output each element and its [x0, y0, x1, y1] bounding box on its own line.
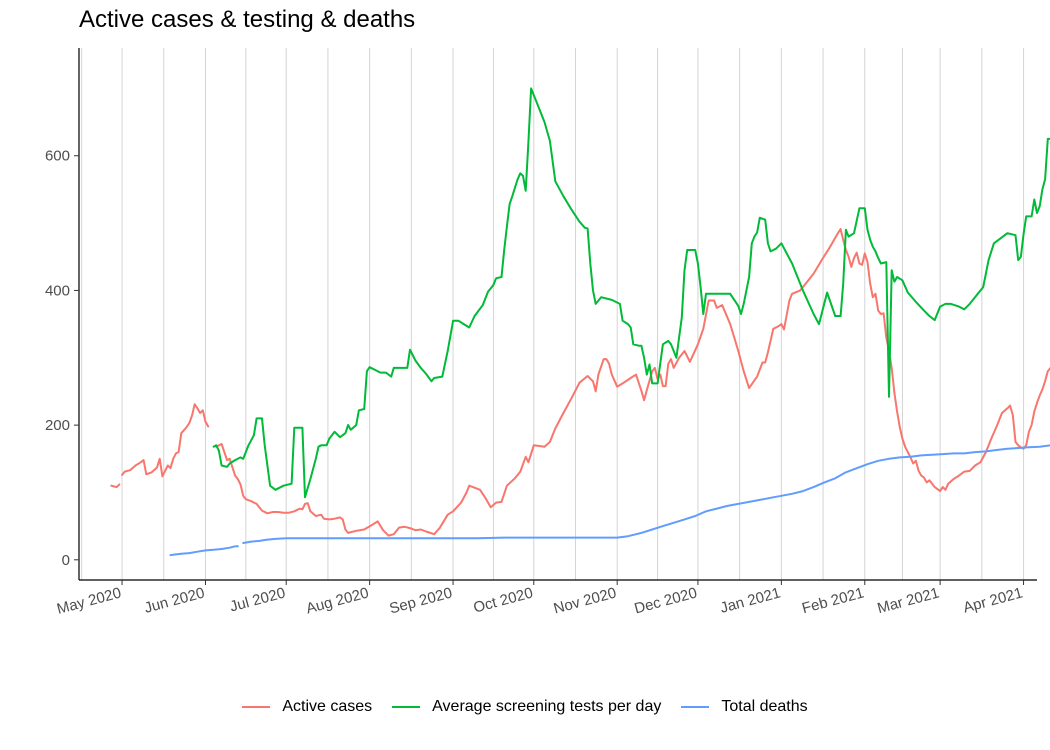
x-tick-label: Jan 2021 — [718, 584, 782, 616]
y-tick-label: 200 — [45, 417, 70, 434]
legend-item: Total deaths — [681, 698, 808, 716]
y-tick-label: 400 — [45, 282, 70, 299]
series-lines — [110, 87, 1050, 557]
series-line-average-screening-tests-per-day — [212, 87, 1050, 499]
legend-label: Total deaths — [721, 698, 808, 715]
legend: Active cases Average screening tests per … — [0, 698, 1050, 716]
legend-label: Active cases — [282, 698, 373, 715]
legend-swatch — [681, 706, 710, 708]
x-tick-label: Feb 2021 — [800, 584, 866, 617]
series-line-total-deaths — [169, 545, 239, 557]
legend-item: Average screening tests per day — [392, 698, 661, 716]
y-tick-label: 0 — [62, 552, 70, 569]
chart-title: Active cases & testing & deaths — [79, 6, 416, 33]
series-line-total-deaths — [242, 444, 1050, 544]
x-tick-label: Oct 2020 — [472, 584, 535, 616]
x-tick-label: Aug 2020 — [304, 584, 370, 617]
x-tick-label: Jul 2020 — [228, 584, 287, 615]
x-tick-label: Apr 2021 — [961, 584, 1024, 616]
x-tick-label: Nov 2020 — [552, 584, 618, 617]
series-line-active-cases — [110, 483, 121, 489]
x-tick-label: Sep 2020 — [388, 584, 454, 617]
x-tick-label: Mar 2021 — [876, 584, 942, 617]
y-tick-label: 600 — [45, 148, 70, 165]
series-line-active-cases — [215, 228, 1050, 537]
legend-item: Active cases — [242, 698, 372, 716]
legend-label: Average screening tests per day — [432, 698, 662, 715]
x-tick-label: Dec 2020 — [633, 584, 699, 617]
x-tick-label: May 2020 — [55, 584, 123, 617]
legend-swatch — [392, 706, 421, 708]
x-tick-label: Jun 2020 — [142, 584, 206, 616]
legend-swatch — [242, 706, 271, 708]
series-line-active-cases — [121, 403, 210, 478]
